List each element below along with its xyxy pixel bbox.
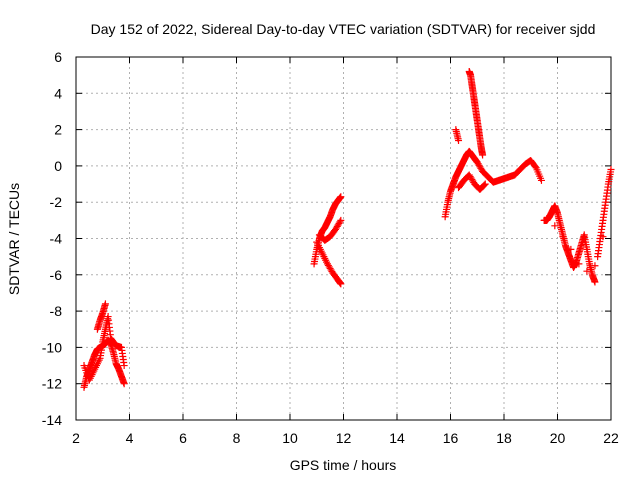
x-tick-label: 20 <box>550 430 566 446</box>
x-tick-label: 12 <box>336 430 352 446</box>
y-tick-label: -12 <box>42 376 62 392</box>
y-tick-label: 2 <box>54 122 62 138</box>
data-point <box>337 216 345 224</box>
data-point <box>543 215 551 223</box>
data-point <box>120 362 128 370</box>
y-tick-label: -4 <box>50 231 63 247</box>
data-point <box>575 260 583 268</box>
data-points <box>80 68 615 391</box>
x-tick-label: 6 <box>179 430 187 446</box>
x-tick-label: 14 <box>389 430 405 446</box>
x-tick-label: 22 <box>603 430 619 446</box>
series-arc-2 <box>310 193 345 288</box>
data-point <box>481 180 489 188</box>
data-point <box>567 245 575 253</box>
x-axis-label: GPS time / hours <box>290 457 397 473</box>
series-spike <box>465 68 487 159</box>
y-tick-label: -2 <box>50 194 63 210</box>
data-point <box>337 193 345 201</box>
chart-title: Day 152 of 2022, Sidereal Day-to-day VTE… <box>91 21 596 37</box>
data-point <box>551 222 559 230</box>
data-point <box>591 278 599 286</box>
x-tick-label: 8 <box>233 430 241 446</box>
data-point <box>120 380 128 388</box>
x-tick-label: 10 <box>282 430 298 446</box>
grid <box>75 56 612 421</box>
y-tick-label: 6 <box>54 49 62 65</box>
data-point <box>479 151 487 159</box>
data-point <box>559 233 567 241</box>
y-tick-label: -8 <box>50 303 63 319</box>
data-point <box>583 267 591 275</box>
data-point <box>480 181 488 189</box>
data-point <box>607 166 615 174</box>
data-point <box>336 218 344 226</box>
series-arc-3 <box>441 126 545 221</box>
y-tick-label: 4 <box>54 85 62 101</box>
series-arc-1 <box>80 300 128 391</box>
y-tick-label: 0 <box>54 158 62 174</box>
x-tick-label: 2 <box>72 430 80 446</box>
x-tick-label: 16 <box>443 430 459 446</box>
data-point <box>101 300 109 308</box>
axis-ticks: 2 4 6 8 10 12 14 16 18 20 22 -14 -12 -10 -8 -6 -4 -2 0 2 4 6 <box>42 49 619 446</box>
data-point <box>337 280 345 288</box>
data-point <box>537 176 545 184</box>
data-point <box>599 233 607 241</box>
series-arc-4 <box>540 166 615 286</box>
y-tick-label: -14 <box>42 412 62 428</box>
x-tick-label: 4 <box>126 430 134 446</box>
y-tick-label: -10 <box>42 339 62 355</box>
y-axis-label: SDTVAR / TECUs <box>6 183 22 295</box>
x-tick-label: 18 <box>496 430 512 446</box>
data-point <box>455 136 463 144</box>
data-point <box>591 262 599 270</box>
y-tick-label: -6 <box>50 267 63 283</box>
